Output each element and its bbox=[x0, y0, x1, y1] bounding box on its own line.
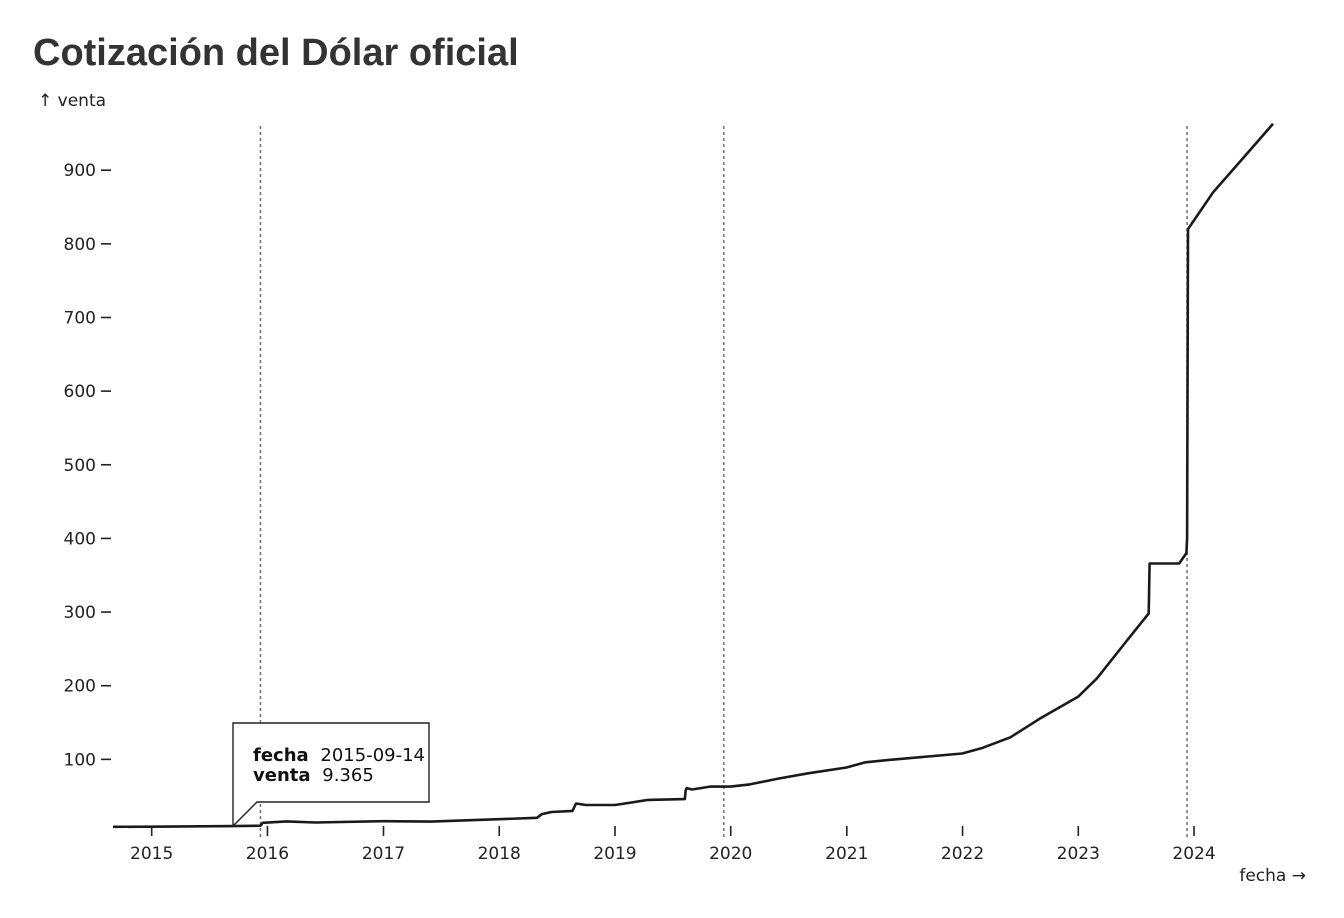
x-tick-label: 2017 bbox=[362, 844, 405, 864]
y-tick-label: 900 bbox=[64, 161, 96, 181]
y-tick-label: 500 bbox=[64, 456, 96, 476]
tooltip-key-fecha: fecha bbox=[253, 745, 309, 766]
y-tick-label: 800 bbox=[64, 235, 96, 255]
x-tick-label: 2019 bbox=[593, 844, 636, 864]
x-axis: 2015 2016 2017 2018 2019 2020 2021 2022 2023 2024 bbox=[130, 826, 1216, 864]
y-tick-label: 100 bbox=[64, 750, 96, 770]
tooltip-line-fecha: fecha 2015-09-14 bbox=[253, 745, 425, 766]
tooltip: fecha 2015-09-14 venta 9.365 bbox=[232, 722, 430, 828]
y-tick-label: 200 bbox=[64, 677, 96, 697]
chart-title: Cotización del Dólar oficial bbox=[33, 32, 519, 74]
x-tick-label: 2024 bbox=[1172, 844, 1215, 864]
series-line bbox=[112, 122, 1274, 829]
y-tick-label: 700 bbox=[64, 308, 96, 328]
tooltip-key-venta: venta bbox=[253, 765, 311, 786]
tooltip-box bbox=[232, 722, 430, 828]
y-tick-label: 400 bbox=[64, 529, 96, 549]
tooltip-line-venta: venta 9.365 bbox=[253, 765, 374, 786]
y-axis-label: ↑ venta bbox=[38, 91, 106, 111]
tooltip-value-fecha: 2015-09-14 bbox=[320, 745, 425, 766]
y-axis: 100 200 300 400 500 600 700 800 900 bbox=[64, 161, 111, 770]
x-tick-label: 2018 bbox=[478, 844, 521, 864]
y-tick-label: 600 bbox=[64, 382, 96, 402]
y-tick-label: 300 bbox=[64, 603, 96, 623]
x-axis-label: fecha → bbox=[1239, 866, 1306, 886]
x-tick-label: 2015 bbox=[130, 844, 173, 864]
x-tick-label: 2023 bbox=[1057, 844, 1100, 864]
x-tick-label: 2022 bbox=[941, 844, 984, 864]
tooltip-value-venta: 9.365 bbox=[322, 765, 374, 786]
x-tick-label: 2016 bbox=[246, 844, 289, 864]
x-tick-label: 2021 bbox=[825, 844, 868, 864]
x-tick-label: 2020 bbox=[709, 844, 752, 864]
